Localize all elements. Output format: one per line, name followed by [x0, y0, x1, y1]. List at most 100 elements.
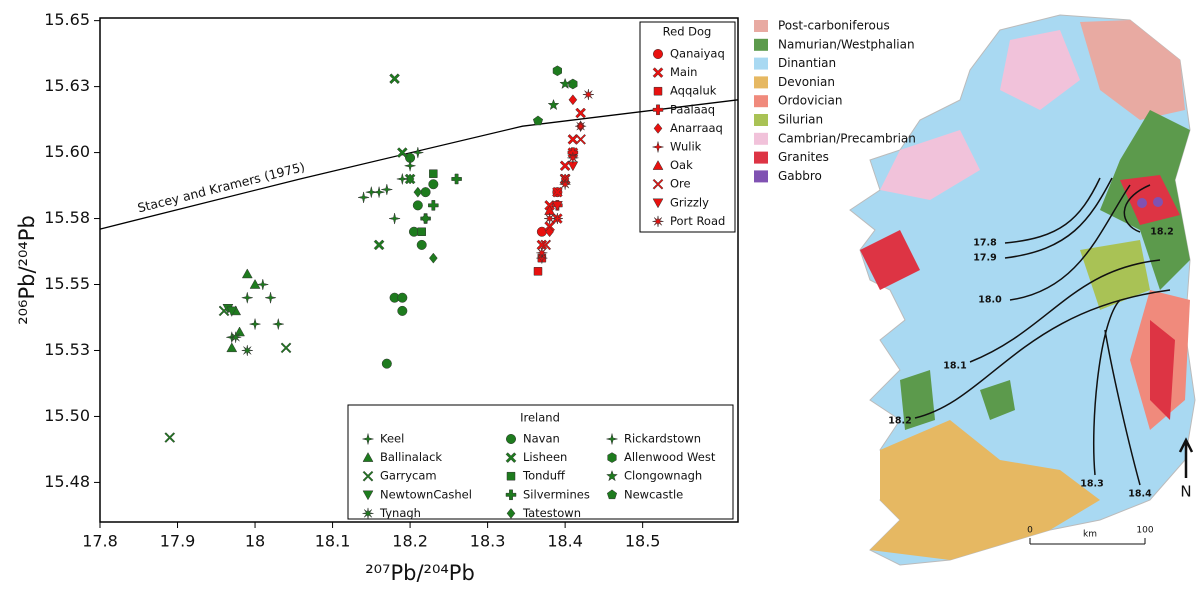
data-point [373, 239, 385, 251]
data-point [551, 201, 563, 211]
y-tick-label: 15.63 [44, 76, 90, 95]
map-legend-label: Granites [778, 150, 829, 164]
legend-label: Ballinalack [380, 450, 442, 464]
map-legend-label: Namurian/Westphalian [778, 37, 915, 51]
data-point [545, 226, 554, 238]
data-point [358, 191, 370, 203]
legend-label: Tynagh [379, 506, 421, 520]
map-legend-swatch [754, 151, 768, 164]
map-legend-swatch [754, 170, 768, 183]
data-point [249, 278, 261, 289]
legend-label: Navan [523, 432, 560, 446]
x-tick-label: 18 [245, 532, 265, 551]
data-point [544, 213, 556, 225]
legend-marker [505, 452, 517, 463]
map-region [860, 230, 920, 290]
y-tick-label: 15.58 [44, 208, 90, 227]
legend-label: Main [670, 65, 697, 79]
north-arrow [1178, 437, 1194, 478]
legend-label: Clongownagh [624, 469, 702, 483]
data-point [559, 77, 572, 90]
contour-label: 18.2 [1150, 227, 1173, 238]
data-point [429, 169, 438, 178]
y-axis-label: ²⁰⁶Pb/²⁰⁴Pb [15, 215, 39, 325]
map-region [1153, 197, 1163, 207]
data-point [226, 342, 238, 353]
data-point [396, 147, 408, 158]
data-point [428, 179, 439, 190]
contour [1009, 184, 1131, 301]
legend-label: Silvermines [523, 487, 590, 501]
data-point [230, 331, 242, 343]
data-point [389, 73, 400, 85]
map-region [1080, 240, 1150, 310]
legend-marker [652, 198, 664, 209]
y-tick-label: 15.55 [44, 274, 90, 293]
legend-marker [652, 215, 664, 227]
map-legend-swatch [754, 95, 768, 108]
data-point [396, 173, 408, 185]
data-point [559, 178, 571, 190]
map-region [1150, 320, 1175, 420]
data-point [408, 226, 419, 237]
legend-marker [506, 507, 516, 519]
data-point [241, 292, 253, 304]
data-point [280, 342, 292, 354]
contour-label: 18.0 [978, 295, 1002, 306]
y-tick-label: 15.60 [44, 142, 90, 161]
legend-label: Oak [670, 158, 693, 172]
legend-label: Keel [380, 432, 404, 446]
legend-marker [506, 471, 516, 481]
legend-marker [606, 433, 618, 445]
data-point [412, 200, 423, 211]
map-legend-swatch [754, 20, 768, 32]
data-point [540, 239, 552, 251]
map-legend-swatch [754, 57, 768, 70]
contour [1104, 329, 1141, 486]
data-point [421, 213, 430, 224]
map-legend-swatch [754, 132, 768, 145]
legend-marker [606, 469, 618, 482]
data-point [568, 94, 578, 106]
legend-marker [362, 433, 374, 445]
data-point [226, 306, 238, 317]
contour [969, 259, 1161, 363]
legend-label: Aqqaluk [670, 84, 717, 98]
map-region [980, 380, 1015, 420]
map-legend-label: Post-carboniferous [778, 19, 890, 33]
data-point [249, 318, 261, 330]
contour [914, 289, 1171, 419]
contour-label: 18.2 [888, 416, 911, 427]
map-legend-label: Devonian [778, 75, 835, 89]
data-point [429, 252, 438, 264]
geological-map: Post-carboniferous Namurian/Westphalian Di… [754, 14, 1196, 566]
contour-label: 18.4 [1128, 489, 1152, 500]
map-legend-swatch [754, 38, 768, 51]
legend-label: Allenwood West [624, 450, 716, 464]
data-point [552, 65, 562, 77]
legend-title: Ireland [520, 411, 560, 425]
legend-marker [652, 178, 664, 190]
contour [1123, 184, 1151, 233]
data-point [552, 186, 563, 198]
data-point [404, 160, 416, 172]
data-point [451, 173, 462, 185]
contour-lines [914, 177, 1171, 486]
data-point [536, 247, 548, 259]
legend-label: Garrycam [380, 469, 437, 483]
legend-marker [652, 141, 664, 153]
legend-label: Anarraaq [670, 121, 723, 135]
map-legend-label: Gabbro [778, 169, 822, 183]
legend-title: Red Dog [663, 25, 712, 39]
y-tick-label: 15.53 [44, 340, 90, 359]
north-label: N [1180, 483, 1191, 501]
legend-label: NewtownCashel [380, 487, 472, 501]
data-point [381, 358, 392, 369]
y-tick-label: 15.48 [44, 472, 90, 491]
data-point [413, 186, 423, 198]
scale-label: km [1083, 530, 1097, 540]
legend-marker [362, 507, 374, 519]
data-point [536, 226, 547, 237]
data-point [575, 107, 586, 119]
